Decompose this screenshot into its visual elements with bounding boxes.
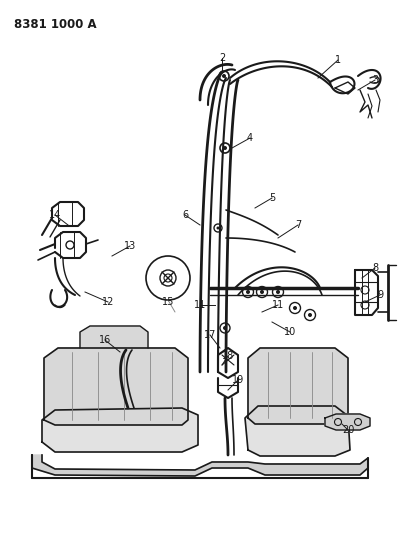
Text: 14: 14 [49,210,61,220]
Text: 20: 20 [342,425,354,435]
Text: 18: 18 [222,351,234,361]
Text: 6: 6 [182,210,188,220]
Text: 8381 1000 A: 8381 1000 A [14,18,97,31]
Circle shape [308,313,312,317]
Polygon shape [248,348,348,424]
Polygon shape [325,414,370,430]
Polygon shape [245,406,350,456]
Circle shape [223,326,227,330]
Circle shape [293,306,297,310]
Text: 4: 4 [247,133,253,143]
Circle shape [223,146,227,150]
Circle shape [222,74,226,78]
Circle shape [260,290,264,294]
Text: 13: 13 [124,241,136,251]
Text: 5: 5 [269,193,275,203]
Text: 1: 1 [335,55,341,65]
Text: 3: 3 [372,75,378,85]
Polygon shape [42,408,198,452]
Polygon shape [32,455,368,476]
Text: 12: 12 [102,297,114,307]
Text: 10: 10 [284,327,296,337]
Circle shape [246,290,250,294]
Text: 19: 19 [232,375,244,385]
Text: 2: 2 [219,53,225,63]
Text: 9: 9 [377,290,383,300]
Polygon shape [44,348,188,425]
Text: 11: 11 [194,300,206,310]
Text: 11: 11 [272,300,284,310]
Text: 8: 8 [372,263,378,273]
Text: 17: 17 [204,330,216,340]
Circle shape [276,290,280,294]
Text: 15: 15 [162,297,174,307]
Circle shape [217,227,220,230]
Text: 16: 16 [99,335,111,345]
Polygon shape [80,326,148,348]
Text: 7: 7 [295,220,301,230]
